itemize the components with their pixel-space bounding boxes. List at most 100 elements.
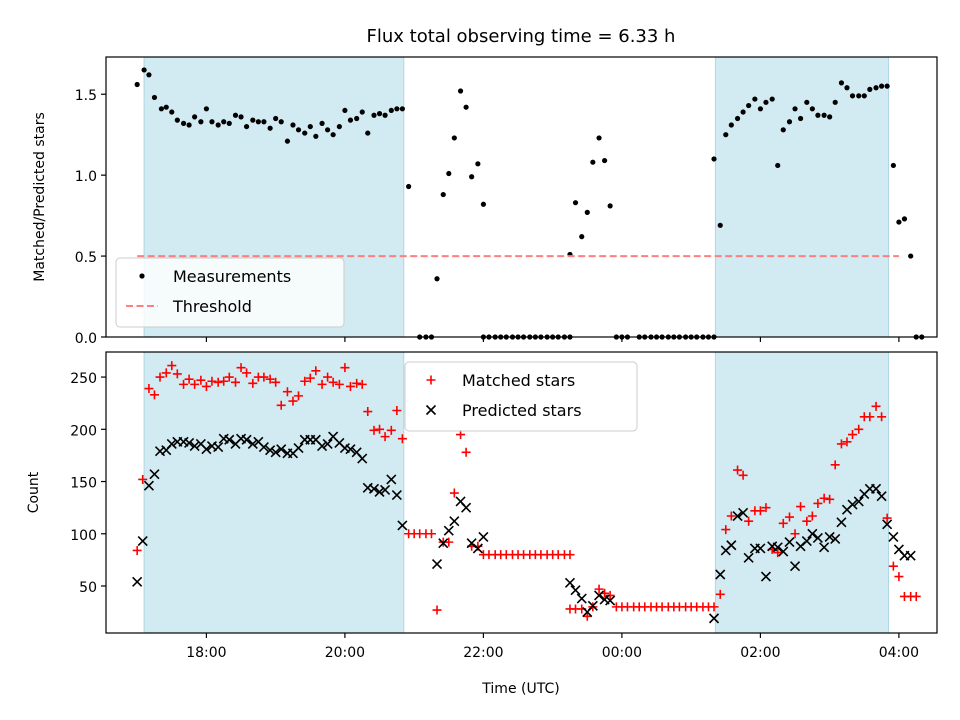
data-point bbox=[461, 502, 472, 513]
data-point bbox=[865, 412, 875, 422]
data-point bbox=[812, 532, 823, 544]
data-point bbox=[853, 496, 864, 507]
y-tick-label: 1.0 bbox=[75, 169, 97, 185]
data-point bbox=[374, 486, 385, 498]
data-point bbox=[284, 138, 291, 144]
data-point bbox=[825, 494, 835, 504]
data-point bbox=[572, 200, 579, 206]
y-tick-label: 50 bbox=[79, 580, 97, 596]
data-point bbox=[248, 378, 258, 388]
data-point bbox=[241, 434, 252, 445]
data-point bbox=[167, 361, 177, 371]
data-point bbox=[870, 483, 882, 494]
data-point bbox=[382, 112, 388, 118]
data-point bbox=[715, 569, 726, 580]
data-point bbox=[273, 115, 279, 122]
y-tick-label: 100 bbox=[70, 528, 97, 544]
data-point bbox=[230, 377, 240, 387]
y-tick-label: 250 bbox=[70, 371, 97, 387]
data-point bbox=[761, 503, 771, 513]
data-point bbox=[819, 542, 830, 553]
legend-key bbox=[426, 375, 436, 385]
data-point bbox=[143, 480, 155, 491]
data-point bbox=[357, 453, 368, 464]
data-point bbox=[908, 253, 914, 259]
data-point bbox=[238, 114, 244, 120]
data-point bbox=[848, 430, 858, 440]
data-point bbox=[209, 119, 215, 125]
data-point bbox=[733, 465, 743, 475]
data-point bbox=[184, 374, 194, 384]
data-point bbox=[265, 445, 276, 456]
data-point bbox=[294, 391, 304, 401]
data-point bbox=[901, 216, 908, 222]
data-point bbox=[772, 542, 783, 553]
data-point bbox=[368, 483, 380, 494]
data-point bbox=[443, 525, 454, 536]
data-point bbox=[451, 135, 457, 141]
data-point bbox=[354, 115, 360, 122]
data-point bbox=[746, 102, 752, 109]
data-point bbox=[295, 127, 302, 133]
bottom-panel: 50 100 150 200 250 18:00 20:00 22:00 00:00 02:00 0… bbox=[26, 351, 938, 661]
x-tick-label: 04:00 bbox=[879, 645, 919, 661]
data-point bbox=[478, 531, 489, 542]
data-point bbox=[192, 114, 198, 120]
data-point bbox=[769, 96, 775, 102]
data-point bbox=[149, 390, 159, 400]
data-point bbox=[330, 132, 336, 138]
shaded-interval bbox=[714, 351, 890, 634]
data-point bbox=[821, 112, 827, 118]
data-point bbox=[809, 106, 815, 112]
data-point bbox=[261, 119, 267, 125]
data-point bbox=[371, 112, 377, 118]
data-point bbox=[375, 424, 385, 434]
data-point bbox=[163, 104, 169, 110]
data-point bbox=[480, 201, 487, 207]
data-point bbox=[180, 120, 187, 126]
data-point bbox=[426, 529, 436, 539]
data-point bbox=[224, 372, 234, 382]
data-point bbox=[394, 106, 400, 112]
shaded-interval bbox=[714, 56, 890, 338]
data-point bbox=[363, 407, 373, 417]
data-point bbox=[438, 538, 449, 549]
data-point bbox=[738, 507, 749, 518]
data-point bbox=[472, 543, 483, 554]
data-point bbox=[357, 379, 367, 389]
data-point bbox=[334, 379, 344, 389]
data-point bbox=[773, 548, 783, 558]
data-point bbox=[789, 561, 801, 572]
data-point bbox=[258, 441, 269, 453]
data-point bbox=[780, 127, 786, 133]
data-point bbox=[469, 174, 475, 180]
data-point bbox=[461, 447, 471, 457]
data-point bbox=[708, 613, 720, 624]
data-point bbox=[221, 119, 227, 125]
data-point bbox=[172, 369, 182, 379]
data-point bbox=[380, 484, 391, 495]
data-point bbox=[369, 425, 379, 435]
data-point bbox=[457, 88, 464, 94]
data-point bbox=[802, 516, 812, 526]
data-point bbox=[352, 378, 362, 388]
data-point bbox=[723, 132, 729, 138]
top-panel: 0.0 0.5 1.0 1.5 Matched/Predicted stars Measu… bbox=[32, 56, 938, 347]
data-point bbox=[311, 366, 321, 376]
data-point bbox=[884, 83, 890, 89]
data-point bbox=[784, 512, 794, 522]
data-point bbox=[406, 183, 412, 190]
data-point bbox=[449, 488, 459, 498]
data-point bbox=[359, 109, 365, 115]
data-point bbox=[888, 561, 898, 571]
data-point bbox=[830, 460, 840, 470]
data-point bbox=[213, 377, 223, 387]
legend: Measurements Threshold bbox=[115, 257, 345, 328]
data-point bbox=[270, 447, 281, 458]
data-point bbox=[877, 412, 887, 422]
data-point bbox=[605, 595, 616, 606]
data-point bbox=[293, 443, 304, 454]
data-point bbox=[196, 375, 206, 385]
data-point bbox=[890, 162, 896, 169]
